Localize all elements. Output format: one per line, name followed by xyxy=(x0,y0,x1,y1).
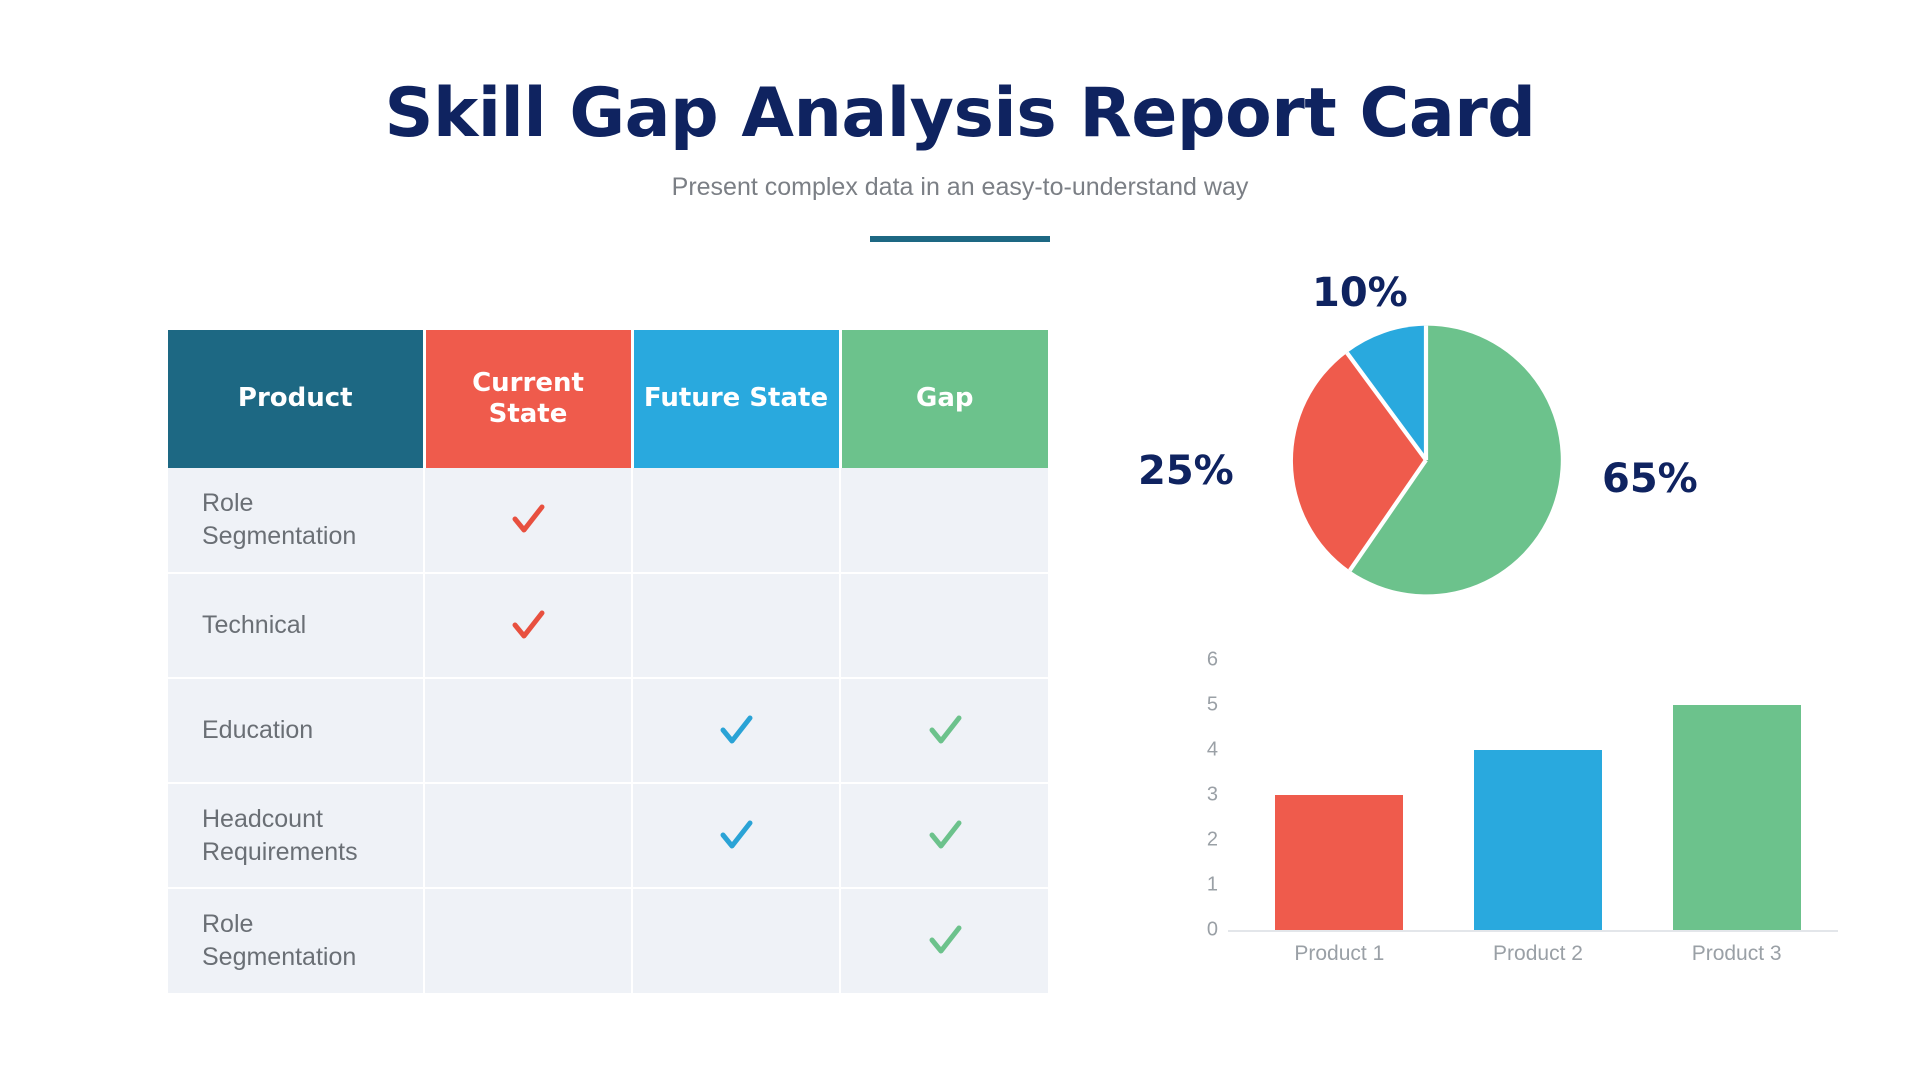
y-tick: 6 xyxy=(1206,648,1218,671)
check-icon-current xyxy=(508,606,548,646)
bar-chart: 6 5 4 3 2 1 0 Product 1 Product 2 xyxy=(1090,649,1850,990)
cell-current-state xyxy=(424,888,633,993)
table-header-row: Product Current State Future State Gap xyxy=(168,330,1048,468)
bar-product-1 xyxy=(1275,795,1404,930)
page-title: Skill Gap Analysis Report Card xyxy=(384,74,1536,153)
cell-gap xyxy=(840,468,1048,574)
pie-slice-65 xyxy=(1349,325,1561,595)
page-header: Skill Gap Analysis Report Card Present c… xyxy=(0,0,1920,243)
pie-separator xyxy=(1345,351,1428,462)
cell-future-state xyxy=(632,678,841,784)
y-tick: 5 xyxy=(1206,693,1218,716)
x-label-product-3: Product 3 xyxy=(1691,942,1782,965)
table-body: Role Segmentation Technical xyxy=(168,468,1048,993)
y-tick: 2 xyxy=(1206,828,1218,851)
pie-label-10: 10% xyxy=(1312,270,1408,316)
column-header-gap: Gap xyxy=(840,330,1048,468)
column-header-future-state: Future State xyxy=(632,330,842,468)
y-tick: 0 xyxy=(1206,918,1218,941)
row-label: Education xyxy=(168,678,425,784)
x-label-product-1: Product 1 xyxy=(1294,942,1385,965)
check-icon-gap xyxy=(925,816,965,856)
column-header-current-state: Current State xyxy=(424,330,634,468)
cell-gap xyxy=(840,783,1048,889)
check-icon-gap xyxy=(925,711,965,751)
pie-chart: 10% 25% 65% xyxy=(1090,270,1850,620)
cell-gap xyxy=(840,888,1048,993)
row-label: Technical xyxy=(168,573,425,679)
x-axis-line xyxy=(1228,930,1838,932)
row-label: Role Segmentation xyxy=(168,888,425,993)
pie-chart-svg xyxy=(1292,325,1561,595)
table-row: Headcount Requirements xyxy=(168,783,1048,889)
cell-future-state xyxy=(632,783,841,889)
cell-future-state xyxy=(632,888,841,993)
y-tick: 4 xyxy=(1206,738,1218,761)
skill-gap-table-wrapper: Product Current State Future State Gap R… xyxy=(168,330,1048,993)
bar-chart-plot: 6 5 4 3 2 1 0 Product 1 Product 2 xyxy=(1162,649,1838,965)
x-axis-labels: Product 1 Product 2 Product 3 xyxy=(1240,942,1836,966)
table-row: Role Segmentation xyxy=(168,888,1048,993)
cell-current-state xyxy=(424,678,633,784)
column-header-product: Product xyxy=(168,330,426,468)
check-icon-gap xyxy=(925,921,965,961)
page-subtitle: Present complex data in an easy-to-under… xyxy=(671,173,1249,202)
check-icon-future xyxy=(716,711,756,751)
cell-current-state xyxy=(424,468,633,574)
y-tick: 1 xyxy=(1206,873,1218,896)
cell-gap xyxy=(840,678,1048,784)
table-row: Education xyxy=(168,678,1048,784)
pie-separator xyxy=(1348,458,1428,572)
cell-gap xyxy=(840,573,1048,679)
pie-slice-25 xyxy=(1292,352,1426,571)
main-content: Product Current State Future State Gap R… xyxy=(0,270,1920,1020)
cell-future-state xyxy=(632,573,841,679)
skill-gap-table: Product Current State Future State Gap R… xyxy=(168,330,1048,993)
bar-product-3 xyxy=(1672,705,1801,930)
check-icon-future xyxy=(716,816,756,856)
title-divider xyxy=(870,236,1050,243)
pie-slice-10 xyxy=(1347,325,1426,460)
cell-current-state xyxy=(424,573,633,679)
bar-series xyxy=(1240,660,1836,930)
pie-label-65: 65% xyxy=(1602,456,1698,502)
charts-column: 10% 25% 65% 6 5 4 3 2 1 0 xyxy=(1090,270,1850,1000)
y-tick: 3 xyxy=(1206,783,1218,806)
row-label: Role Segmentation xyxy=(168,468,425,574)
y-axis: 6 5 4 3 2 1 0 xyxy=(1162,649,1228,941)
table-row: Role Segmentation xyxy=(168,468,1048,574)
x-label-product-2: Product 2 xyxy=(1493,942,1583,965)
cell-current-state xyxy=(424,783,633,889)
pie-label-25: 25% xyxy=(1138,448,1234,494)
table-row: Technical xyxy=(168,573,1048,679)
row-label: Headcount Requirements xyxy=(168,783,425,889)
bar-product-2 xyxy=(1473,750,1602,930)
check-icon-current xyxy=(508,500,548,540)
cell-future-state xyxy=(632,468,841,574)
